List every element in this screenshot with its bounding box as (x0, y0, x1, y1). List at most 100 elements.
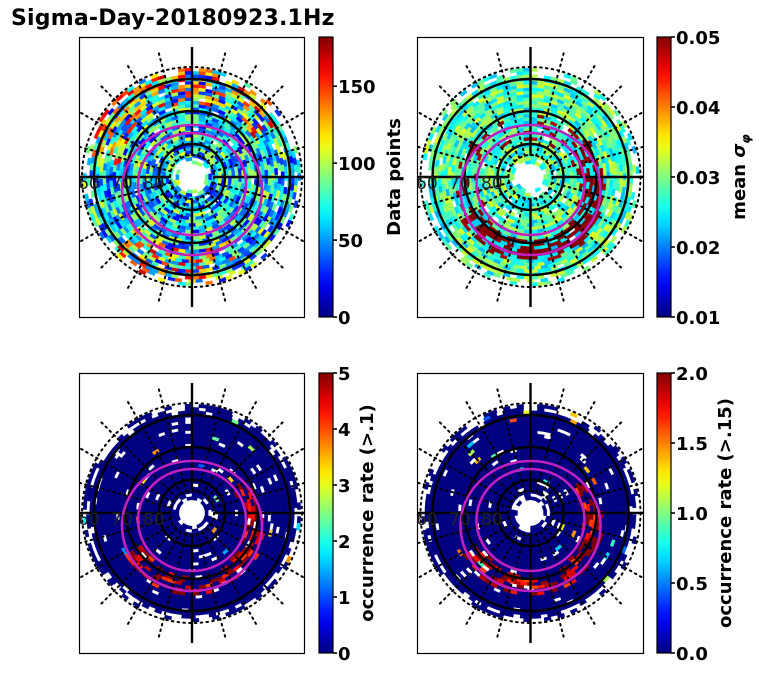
colorbar-tick-label: 0.02 (676, 238, 720, 259)
colorbar-label: mean σφ (729, 134, 753, 220)
mlt-grid-spoke (550, 181, 643, 209)
mlt-grid-spoke (79, 181, 172, 209)
heatmap-bin (260, 252, 269, 261)
colorbar-tick-label: 0.04 (676, 98, 720, 119)
heatmap-bin (506, 276, 514, 282)
auroral-oval-equatorward (459, 123, 602, 257)
heatmap-bin (144, 411, 153, 419)
heatmap-bin (489, 409, 498, 416)
mlt-grid-spoke (156, 48, 188, 157)
heatmap-bin (538, 164, 546, 171)
mlt-grid-spoke (206, 527, 287, 608)
heatmap-bin (618, 514, 624, 522)
heatmap-bin (280, 514, 285, 522)
heatmap-bin (138, 268, 147, 276)
mlt-grid-spoke (196, 48, 228, 157)
heatmap-bin (191, 189, 198, 194)
colorbar-label: Data points (384, 118, 405, 236)
heatmap-bin (593, 425, 602, 433)
heatmap-bin (509, 68, 518, 74)
heatmap-bin (82, 502, 88, 510)
heatmap-bin (269, 439, 278, 448)
heatmap-bin (612, 108, 621, 117)
colorbar-label: occurrence rate (>.1) (357, 404, 378, 621)
heatmap-bin (237, 268, 246, 276)
auroral-oval-equatorward (120, 123, 264, 257)
heatmap-bin (293, 178, 298, 186)
heatmap-bin (204, 509, 209, 517)
mlt-grid-spoke (206, 82, 287, 163)
mlt-grid-spoke (436, 191, 516, 272)
heatmap-bin (437, 178, 443, 186)
heatmap-bin (273, 168, 279, 176)
heatmap-bin (546, 173, 551, 181)
heatmap-bin (569, 411, 578, 419)
heatmap-bin (186, 189, 193, 194)
heatmap-bin (437, 514, 443, 522)
heatmap-bin (203, 179, 209, 186)
mlt-grid-spoke (417, 110, 513, 167)
mlt-grid-spoke (97, 527, 178, 608)
heatmap-bin (86, 178, 91, 186)
heatmap-bin (177, 417, 186, 422)
heatmap-bin (534, 186, 542, 193)
heatmap-bin (433, 225, 441, 234)
heatmap-bin (582, 265, 591, 273)
heatmap-bin (174, 277, 183, 283)
heatmap-bin (237, 504, 242, 512)
mlt-grid-spoke (540, 61, 598, 159)
mlt-grid-spoke (196, 533, 228, 642)
heatmap-bin (631, 145, 637, 154)
heatmap-bin (208, 173, 212, 181)
colorbar-tick-label: 0 (338, 308, 351, 329)
mlt-grid-spoke (202, 531, 259, 629)
heatmap-bin (459, 257, 468, 265)
mlt-grid-spoke (97, 191, 178, 272)
plot-frame (78, 372, 306, 655)
heatmap-bin (186, 496, 193, 501)
heatmap-bin (598, 93, 607, 102)
heatmap-bin (272, 524, 278, 533)
heatmap-bin (569, 79, 578, 86)
colorbar-tick-label: 0.01 (676, 308, 720, 329)
mlt-grid-spoke (206, 191, 287, 272)
heatmap-bin (543, 404, 552, 410)
colorbar-tick-label: 0.05 (676, 28, 720, 49)
colorbar-tick-label: 100 (338, 154, 376, 175)
heatmap-bin (198, 404, 207, 409)
heatmap-bin (274, 108, 282, 117)
heatmap-bin (618, 185, 623, 193)
latitude-label-70: 70 (449, 174, 471, 194)
mlt-grid-spoke (125, 531, 182, 629)
heatmap-bin (157, 276, 166, 283)
heatmap-bin (629, 475, 636, 484)
mlt-grid-spoke (535, 197, 566, 306)
latitude-label-60: 60 (416, 174, 438, 194)
mlt-grid-spoke (202, 397, 259, 495)
heatmap-bin (428, 468, 435, 477)
heatmap-bin (198, 94, 207, 100)
mlt-grid-spoke (495, 48, 526, 157)
heatmap-bin (99, 178, 104, 186)
mlt-grid-spoke (212, 181, 304, 209)
mlt-grid-spoke (202, 61, 259, 159)
heatmap-bin (618, 178, 624, 186)
heatmap-bin (612, 168, 617, 176)
heatmap-bin (205, 280, 214, 286)
heatmap-bin (543, 616, 552, 622)
latitude-label-70: 70 (111, 174, 133, 194)
mlt-grid-spoke (206, 418, 287, 499)
mlt-grid-spoke (79, 145, 172, 173)
heatmap-bin (280, 178, 285, 186)
mlt-grid-spoke (463, 61, 521, 159)
mlt-grid-spoke (156, 384, 188, 493)
heatmap-bin (285, 219, 292, 228)
heatmap-bin (204, 173, 209, 181)
heatmap-bin (543, 173, 547, 181)
auroral-oval-equatorward (120, 459, 264, 593)
heatmap-bin (175, 173, 180, 181)
latitude-label-80: 80 (143, 510, 165, 530)
